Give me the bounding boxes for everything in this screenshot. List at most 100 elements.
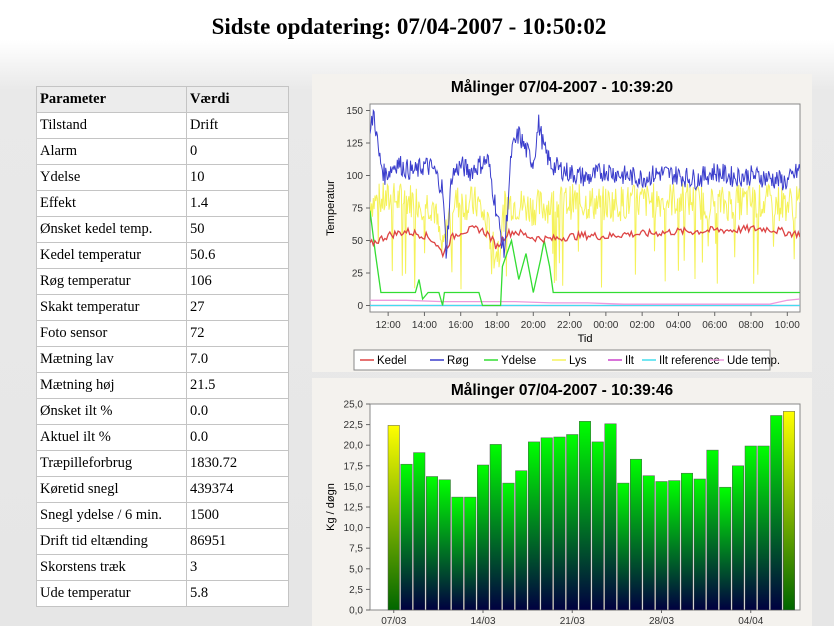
y-tick-label: 10,0 bbox=[344, 523, 364, 534]
line-chart-panel: Målinger 07/04-2007 - 10:39:20 0 25 50 75 100… bbox=[312, 74, 812, 372]
table-row: Ønsket ilt % 0.0 bbox=[36, 398, 289, 425]
parameter-name: Køretid snegl bbox=[36, 476, 187, 503]
table-row: Alarm 0 bbox=[36, 138, 289, 165]
bar bbox=[502, 482, 515, 611]
bar bbox=[387, 425, 400, 611]
parameter-name: Foto sensor bbox=[36, 320, 187, 347]
table-row: Ønsket kedel temp. 50 bbox=[36, 216, 289, 243]
series-line-røg bbox=[370, 108, 800, 259]
bar bbox=[744, 445, 757, 611]
table-row: Køretid snegl 439374 bbox=[36, 476, 289, 503]
parameter-table: Parameter Værdi Tilstand Drift Alarm 0 Ydels… bbox=[36, 86, 289, 607]
x-tick-label: 10:00 bbox=[775, 320, 800, 331]
x-axis-label: Tid bbox=[578, 333, 593, 345]
parameter-name: Alarm bbox=[36, 138, 187, 165]
parameter-name: Kedel temperatur bbox=[36, 242, 187, 269]
parameter-name: Røg temperatur bbox=[36, 268, 187, 295]
legend-entry: Kedel bbox=[377, 355, 406, 367]
table-row: Ydelse 10 bbox=[36, 164, 289, 191]
table-row: Ude temperatur 5.8 bbox=[36, 580, 289, 607]
parameter-name: Snegl ydelse / 6 min. bbox=[36, 502, 187, 529]
x-tick-label: 22:00 bbox=[557, 320, 582, 331]
bar bbox=[566, 434, 579, 611]
parameter-name: Effekt bbox=[36, 190, 187, 217]
bar bbox=[783, 411, 795, 611]
parameter-name: Mætning lav bbox=[36, 346, 187, 373]
table-row: Foto sensor 72 bbox=[36, 320, 289, 347]
bar bbox=[604, 423, 617, 611]
y-axis-label: Kg / døgn bbox=[325, 483, 337, 531]
parameter-value: 1.4 bbox=[186, 190, 289, 217]
series-line-ude-temp- bbox=[370, 298, 800, 305]
parameter-name: Skakt temperatur bbox=[36, 294, 187, 321]
y-tick-label: 25,0 bbox=[344, 400, 364, 411]
y-tick-label: 17,5 bbox=[344, 461, 364, 472]
parameter-name: Aktuel ilt % bbox=[36, 424, 187, 451]
consumption-bar-chart: Målinger 07/04-2007 - 10:39:46 0,0 2,5 5,0 7… bbox=[325, 382, 801, 626]
parameter-value: 21.5 bbox=[186, 372, 289, 399]
y-tick-label: 125 bbox=[346, 139, 363, 150]
bar-chart-panel: Målinger 07/04-2007 - 10:39:46 0,0 2,5 5,0 7… bbox=[312, 378, 812, 626]
bar bbox=[681, 472, 693, 611]
table-row: Træpilleforbrug 1830.72 bbox=[36, 450, 289, 477]
x-tick-label: 07/03 bbox=[381, 616, 406, 626]
parameter-name: Drift tid eltænding bbox=[36, 528, 187, 555]
bar bbox=[489, 444, 502, 611]
table-row: Tilstand Drift bbox=[36, 112, 289, 139]
y-tick-label: 15,0 bbox=[344, 482, 364, 493]
measurements-line-chart: Målinger 07/04-2007 - 10:39:20 0 25 50 75 100… bbox=[325, 79, 801, 371]
series-line-lys bbox=[370, 182, 800, 290]
parameter-name: Tilstand bbox=[36, 112, 187, 139]
x-tick-label: 18:00 bbox=[484, 320, 509, 331]
parameter-value: 3 bbox=[186, 554, 289, 581]
x-tick-label: 16:00 bbox=[448, 320, 473, 331]
y-tick-label: 100 bbox=[346, 171, 363, 182]
parameter-value: Drift bbox=[186, 112, 289, 139]
bar bbox=[693, 478, 706, 611]
x-tick-label: 14:00 bbox=[412, 320, 437, 331]
parameter-name: Mætning høj bbox=[36, 372, 187, 399]
parameter-value: 50.6 bbox=[186, 242, 289, 269]
bar bbox=[426, 476, 438, 611]
bar bbox=[757, 445, 770, 611]
legend-entry: Lys bbox=[569, 355, 587, 367]
bar bbox=[400, 463, 413, 611]
table-row: Skorstens træk 3 bbox=[36, 554, 289, 581]
y-tick-label: 20,0 bbox=[344, 441, 364, 452]
bar bbox=[655, 481, 668, 611]
bar bbox=[706, 449, 719, 611]
parameter-name: Ønsket ilt % bbox=[36, 398, 187, 425]
parameter-value: 1830.72 bbox=[186, 450, 289, 477]
table-body: Tilstand Drift Alarm 0 Ydelse 10 Effekt 1.4 Ønsk… bbox=[36, 112, 289, 607]
y-tick-label: 0 bbox=[357, 301, 363, 312]
page-title: Sidste opdatering: 07/04-2007 - 10:50:02 bbox=[211, 14, 607, 39]
x-tick-label: 20:00 bbox=[521, 320, 546, 331]
parameter-name: Træpilleforbrug bbox=[36, 450, 187, 477]
bar bbox=[591, 441, 604, 611]
parameter-name: Ønsket kedel temp. bbox=[36, 216, 187, 243]
parameter-value: 10 bbox=[186, 164, 289, 191]
y-tick-label: 2,5 bbox=[349, 585, 363, 596]
y-tick-label: 150 bbox=[346, 106, 363, 117]
parameter-value: 86951 bbox=[186, 528, 289, 555]
bar bbox=[770, 415, 783, 611]
y-tick-label: 12,5 bbox=[344, 503, 364, 514]
parameter-value: 5.8 bbox=[186, 580, 289, 607]
chart-title: Målinger 07/04-2007 - 10:39:20 bbox=[451, 79, 673, 96]
table-row: Røg temperatur 106 bbox=[36, 268, 289, 295]
legend-entry: Røg bbox=[447, 355, 469, 367]
y-tick-label: 50 bbox=[352, 236, 364, 247]
table-header-row: Parameter Værdi bbox=[36, 86, 289, 113]
table-row: Snegl ydelse / 6 min. 1500 bbox=[36, 502, 289, 529]
x-tick-label: 06:00 bbox=[702, 320, 727, 331]
bar bbox=[630, 458, 642, 611]
x-tick-label: 21/03 bbox=[560, 616, 585, 626]
x-tick-label: 12:00 bbox=[376, 320, 401, 331]
bar bbox=[413, 452, 426, 611]
parameter-value: 27 bbox=[186, 294, 289, 321]
bar bbox=[642, 475, 655, 611]
parameter-value: 50 bbox=[186, 216, 289, 243]
y-tick-label: 25 bbox=[352, 269, 364, 280]
series-line-kedel bbox=[370, 223, 800, 259]
parameter-value: 0.0 bbox=[186, 398, 289, 425]
